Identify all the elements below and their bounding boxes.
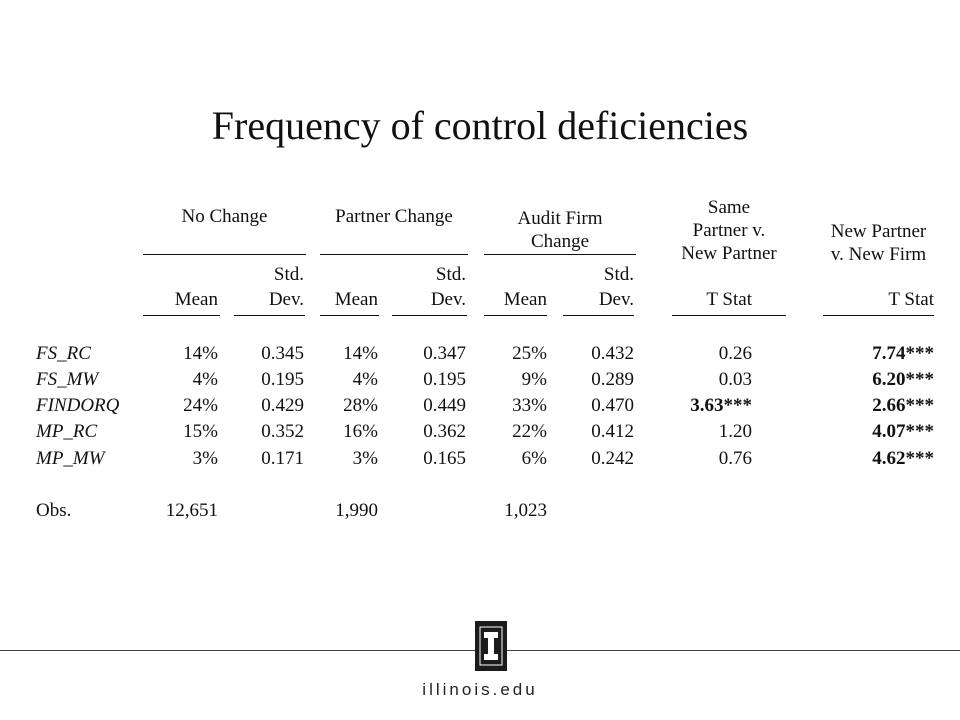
table-cell: 0.432	[591, 343, 634, 364]
table-cell: 0.195	[261, 369, 304, 390]
table-cell: 22%	[512, 421, 547, 442]
column-header: Dev.	[430, 289, 466, 310]
table-cell: 16%	[343, 421, 378, 442]
obs-label: Obs.	[36, 500, 72, 521]
group-header: Same	[707, 197, 751, 218]
table-cell: 0.347	[423, 343, 466, 364]
column-rule	[143, 315, 220, 316]
table-cell: 4.07***	[872, 421, 934, 442]
group-header: New Partner	[681, 243, 777, 264]
row-label: FS_MW	[36, 369, 99, 390]
table-cell: 0.03	[718, 369, 752, 390]
group-header: No Change	[181, 206, 268, 227]
table-cell: 9%	[521, 369, 547, 390]
block-i-icon	[475, 621, 507, 671]
footer-domain: illinois.edu	[422, 680, 538, 699]
group-header: New Partner	[830, 221, 927, 242]
column-rule	[823, 315, 934, 316]
university-logo	[475, 621, 507, 671]
group-header: v. New Firm	[830, 244, 927, 265]
column-header: Std.	[603, 264, 634, 285]
column-rule	[563, 315, 634, 316]
column-header: Mean	[334, 289, 378, 310]
table-cell: 0.165	[423, 448, 466, 469]
column-rule	[234, 315, 305, 316]
column-header: Dev.	[598, 289, 634, 310]
table-cell: 28%	[343, 395, 378, 416]
column-header: Mean	[503, 289, 547, 310]
table-cell: 0.449	[423, 395, 466, 416]
table-cell: 0.195	[423, 369, 466, 390]
group-header: Partner Change	[335, 206, 453, 227]
table-cell: 3%	[192, 448, 218, 469]
table-cell: 7.74***	[872, 343, 934, 364]
group-header: Audit Firm	[517, 208, 603, 229]
table-cell: 1.20	[718, 421, 752, 442]
table-cell: 0.289	[591, 369, 634, 390]
table-cell: 0.242	[591, 448, 634, 469]
table-cell: 15%	[183, 421, 218, 442]
table-cell: 3%	[352, 448, 378, 469]
table-cell: 4%	[352, 369, 378, 390]
column-rule	[392, 315, 467, 316]
table-cell: 24%	[183, 395, 218, 416]
column-header: Dev.	[268, 289, 304, 310]
row-label: MP_MW	[36, 448, 105, 469]
table-cell: 2.66***	[872, 395, 934, 416]
table-cell: 4%	[192, 369, 218, 390]
column-header: Std.	[273, 264, 304, 285]
table-cell: 0.26	[718, 343, 752, 364]
column-rule	[672, 315, 786, 316]
table-cell: 0.345	[261, 343, 304, 364]
column-header: Std.	[435, 264, 466, 285]
obs-cell: 1,990	[335, 500, 378, 521]
column-header: T Stat	[888, 289, 934, 310]
table-cell: 14%	[343, 343, 378, 364]
table-cell: 0.171	[261, 448, 304, 469]
table-cell: 4.62***	[872, 448, 934, 469]
table-cell: 6%	[521, 448, 547, 469]
table-cell: 6.20***	[872, 369, 934, 390]
table-cell: 0.362	[423, 421, 466, 442]
table-cell: 14%	[183, 343, 218, 364]
table-cell: 0.470	[591, 395, 634, 416]
row-label: FINDORQ	[36, 395, 120, 416]
obs-cell: 1,023	[504, 500, 547, 521]
slide-title: Frequency of control deficiencies	[211, 103, 749, 148]
table-cell: 0.76	[718, 448, 752, 469]
row-label: MP_RC	[36, 421, 98, 442]
table-cell: 0.412	[591, 421, 634, 442]
obs-cell: 12,651	[165, 500, 218, 521]
table-cell: 25%	[512, 343, 547, 364]
column-header: T Stat	[706, 289, 752, 310]
table-cell: 0.352	[261, 421, 304, 442]
table-cell: 0.429	[261, 395, 304, 416]
column-rule	[484, 315, 547, 316]
row-label: FS_RC	[36, 343, 91, 364]
group-rule	[320, 254, 468, 255]
group-rule	[143, 254, 306, 255]
column-header: Mean	[174, 289, 218, 310]
group-rule	[484, 254, 636, 255]
table-cell: 33%	[512, 395, 547, 416]
column-rule	[320, 315, 379, 316]
group-header: Partner v.	[692, 220, 766, 241]
group-header: Change	[530, 231, 590, 252]
table-cell: 3.63***	[690, 395, 752, 416]
